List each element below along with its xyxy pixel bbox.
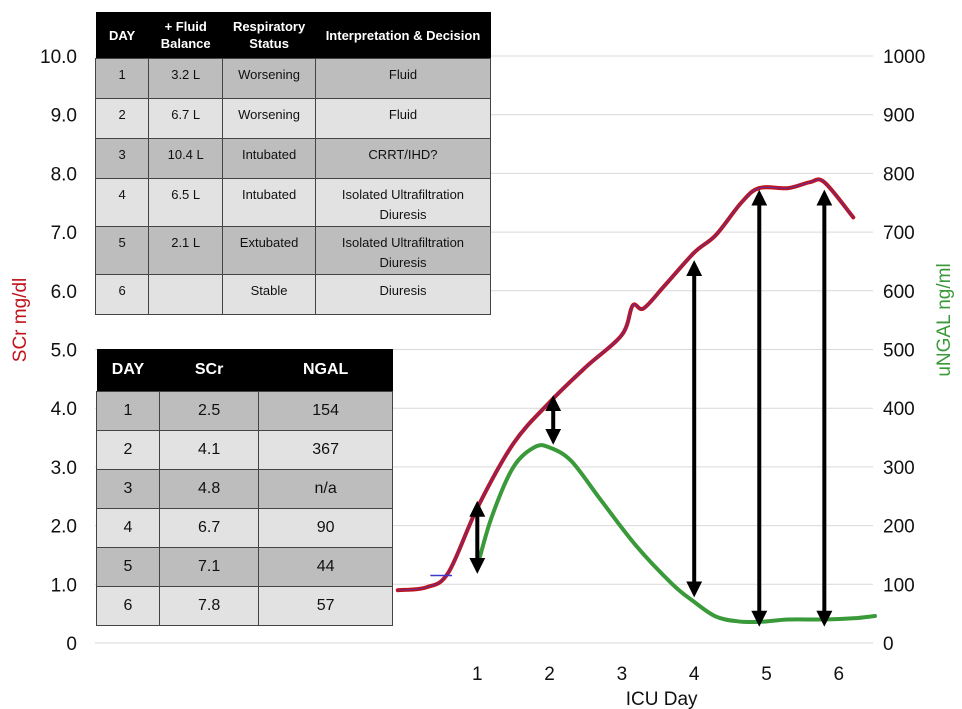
scr-ngal-table: DAY SCr NGAL 1 2.5 154 2 4.1 367 3 4.8 n/a 4 6.7 90 5 7.… [96, 349, 393, 626]
fluid-table-cell: 4 [94, 178, 150, 227]
fluid-table-cell: 6 [94, 274, 150, 315]
x-tick-label: 4 [689, 664, 700, 685]
table-row: 1 2.5 154 [96, 391, 393, 431]
y-left-tick-label: 10.0 [40, 47, 77, 68]
y-left-tick-label: 9.0 [51, 106, 77, 127]
scr-ngal-table-header-cell: SCr [159, 349, 259, 392]
fluid-table-cell: 2 [94, 98, 150, 139]
x-tick-label: 1 [472, 664, 483, 685]
x-tick-label: 6 [834, 664, 845, 685]
y-right-axis-title: uNGAL ng/ml [934, 263, 955, 376]
y-left-tick-label: 3.0 [51, 458, 77, 479]
scr-ngal-table-cell: 2 [96, 430, 160, 470]
fluid-table-cell: 2.1 L [148, 226, 224, 275]
scr-ngal-table-cell: 90 [258, 508, 393, 548]
scr-ngal-table-cell: 4.1 [158, 430, 260, 470]
table-row: 6 Stable Diuresis [94, 274, 492, 315]
y-right-tick-label: 0 [883, 634, 894, 655]
scr-ngal-table-header-cell: NGAL [258, 349, 393, 392]
y-left-tick-label: 7.0 [51, 223, 77, 244]
fluid-table-cell: Fluid [314, 98, 492, 139]
y-right-tick-label: 500 [883, 341, 915, 362]
scr-ngal-table-cell: 6 [96, 586, 160, 626]
fluid-table-cell: Intubated [222, 178, 316, 227]
y-left-tick-label: 1.0 [51, 575, 77, 596]
table-row: 5 2.1 L Extubated Isolated Ultrafiltration … [94, 226, 492, 275]
scr-ngal-table-cell: 4.8 [158, 469, 260, 509]
fluid-table-cell: Isolated Ultrafiltration Diuresis [314, 226, 492, 275]
fluid-table-cell: 1 [94, 58, 150, 99]
x-axis-title: ICU Day [626, 689, 698, 709]
scr-ngal-table-cell: 44 [258, 547, 393, 587]
table-row: 4 6.7 90 [96, 508, 393, 548]
fluid-table-header-cell: Respiratory Status [222, 12, 316, 59]
y-right-tick-label: 300 [883, 458, 915, 479]
y-right-tick-label: 1000 [883, 47, 925, 68]
scr-ngal-table-cell: 5 [96, 547, 160, 587]
table-row: 5 7.1 44 [96, 547, 393, 587]
fluid-table-cell: 10.4 L [148, 138, 224, 179]
fluid-table-cell: CRRT/IHD? [314, 138, 492, 179]
fluid-table-cell: 3 [94, 138, 150, 179]
scr-ngal-table-cell: 6.7 [158, 508, 260, 548]
table-row: 4 6.5 L Intubated Isolated Ultrafiltration … [94, 178, 492, 227]
fluid-table-cell: Diuresis [314, 274, 492, 315]
scr-ngal-table-header-cell: DAY [96, 349, 160, 392]
y-right-tick-label: 900 [883, 106, 915, 127]
scr-ngal-table-cell: 367 [258, 430, 393, 470]
y-right-tick-label: 800 [883, 164, 915, 185]
y-left-tick-label: 8.0 [51, 164, 77, 185]
y-right-tick-label: 200 [883, 517, 915, 538]
y-right-tick-label: 400 [883, 399, 915, 420]
y-left-axis-title: SCr mg/dl [10, 278, 31, 362]
fluid-table-cell: Worsening [222, 98, 316, 139]
scr-ngal-table-cell: 4 [96, 508, 160, 548]
table-row: 3 10.4 L Intubated CRRT/IHD? [94, 138, 492, 179]
scr-ngal-table-cell: 154 [258, 391, 393, 431]
table-row: 2 4.1 367 [96, 430, 393, 470]
fluid-table-cell: Stable [222, 274, 316, 315]
fluid-table-cell: Isolated Ultrafiltration Diuresis [314, 178, 492, 227]
fluid-table-cell: Intubated [222, 138, 316, 179]
fluid-table-cell: 6.5 L [148, 178, 224, 227]
y-left-tick-label: 2.0 [51, 517, 77, 538]
table-row: 2 6.7 L Worsening Fluid [94, 98, 492, 139]
scr-ngal-table-cell: n/a [258, 469, 393, 509]
x-tick-label: 3 [617, 664, 628, 685]
scr-ngal-table-cell: 7.8 [158, 586, 260, 626]
y-left-tick-label: 6.0 [51, 282, 77, 303]
fluid-table-cell: 3.2 L [148, 58, 224, 99]
fluid-table-cell: Worsening [222, 58, 316, 99]
y-right-tick-label: 100 [883, 575, 915, 596]
fluid-balance-table: DAY + Fluid Balance Respiratory Status Inte… [94, 12, 492, 315]
scr-ngal-table-cell: 2.5 [158, 391, 260, 431]
scr-ngal-table-cell: 57 [258, 586, 393, 626]
fluid-table-header-cell: DAY [95, 12, 149, 59]
fluid-table-header-cell: + Fluid Balance [148, 12, 223, 59]
scr-ngal-table-cell: 7.1 [158, 547, 260, 587]
scr-ngal-table-cell: 1 [96, 391, 160, 431]
y-left-tick-label: 0 [66, 634, 77, 655]
fluid-table-cell: 5 [94, 226, 150, 275]
ngal-series-line [475, 443, 877, 625]
fluid-table-cell: Extubated [222, 226, 316, 275]
x-tick-label: 2 [544, 664, 555, 685]
table-row: 6 7.8 57 [96, 586, 393, 626]
y-right-tick-label: 700 [883, 223, 915, 244]
table-row: 1 3.2 L Worsening Fluid [94, 58, 492, 99]
y-left-tick-label: 4.0 [51, 399, 77, 420]
fluid-table-cell: Fluid [314, 58, 492, 99]
y-left-tick-label: 5.0 [51, 341, 77, 362]
x-tick-label: 5 [761, 664, 772, 685]
fluid-table-cell: 6.7 L [148, 98, 224, 139]
y-right-tick-label: 600 [883, 282, 915, 303]
fluid-table-header-cell: Interpretation & Decision [315, 12, 491, 59]
fluid-table-cell [148, 274, 224, 315]
table-row: 3 4.8 n/a [96, 469, 393, 509]
scr-ngal-table-cell: 3 [96, 469, 160, 509]
